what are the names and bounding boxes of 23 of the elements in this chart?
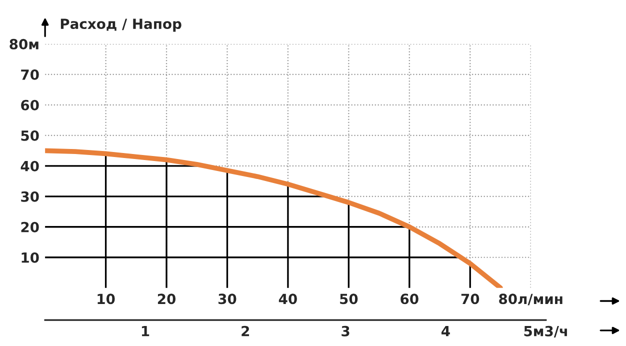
y-tick-label: 10 [22,252,39,263]
x2-tick-label: 4 [442,326,450,336]
y-tick-label: 70 [21,69,39,80]
y-tick-label: 20 [21,222,39,232]
x2-tick-label: 5м3/ч [524,326,567,338]
y-tick-label: 50 [21,130,39,141]
x-tick-label: 30 [218,294,236,304]
x2-tick-label: 3 [342,326,350,336]
y-tick-label: 40 [20,160,39,172]
y-tick-label: 60 [21,100,39,110]
chart-title: Расход / Напор [60,18,182,32]
x-tick-label: 50 [340,294,358,304]
x-tick-label: 10 [98,294,115,304]
y-tick-label: 80м [10,38,38,50]
x2-tick-label: 2 [242,326,250,336]
x-tick-label: 40 [278,294,297,304]
y-tick-label: 30 [21,191,39,202]
x-tick-label: 80л/мин [499,294,562,306]
x2-tick-label: 1 [142,326,150,336]
line-series [45,148,503,288]
x-tick-label: 20 [158,294,176,304]
x-tick-label: 70 [461,294,480,304]
x-tick-label: 60 [400,294,418,304]
